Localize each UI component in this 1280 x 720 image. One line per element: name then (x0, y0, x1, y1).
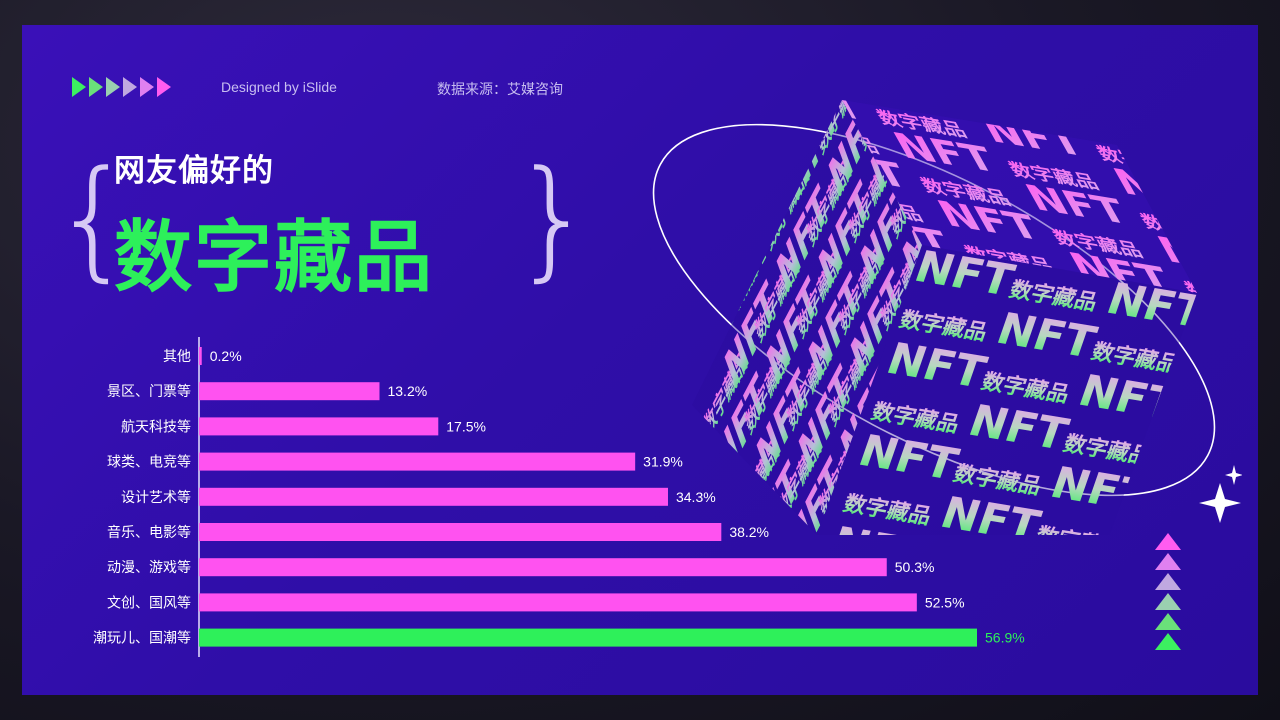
category-label: 球类、电竞等 (107, 454, 191, 471)
category-label: 航天科技等 (121, 418, 191, 435)
category-label: 文创、国风等 (107, 594, 191, 611)
arrow-icon (89, 77, 103, 97)
arrow-icon (72, 77, 86, 97)
triangle-icon (1155, 613, 1181, 630)
bar (199, 417, 439, 436)
category-label: 潮玩儿、国潮等 (93, 630, 191, 647)
right-brace: } (512, 142, 595, 294)
value-label: 34.3% (676, 489, 716, 505)
triangle-icon (1155, 553, 1181, 570)
triangle-icon (1155, 573, 1181, 590)
sparkle-icon (1225, 465, 1242, 485)
orbit-ring (652, 123, 1216, 497)
designer-credit: Designed by iSlide (221, 79, 337, 95)
arrow-icon (140, 77, 154, 97)
bar (199, 347, 202, 365)
header-arrows-decoration (72, 77, 171, 97)
bar-chart: 其他 0.2% 景区、门票等 13.2% 航天科技等 17.5% 球类、电竞等 31.9% 设计… (93, 337, 1025, 657)
triangle-icon (1155, 533, 1181, 550)
bar (199, 487, 668, 506)
bar (199, 628, 977, 647)
arrow-icon (106, 77, 120, 97)
value-label: 17.5% (446, 418, 486, 434)
value-label: 0.2% (210, 348, 242, 364)
sparkle-icon (1199, 483, 1241, 523)
category-label: 音乐、电影等 (107, 524, 191, 541)
category-label: 设计艺术等 (121, 489, 191, 506)
value-label: 50.3% (895, 559, 935, 575)
left-brace: { (52, 142, 135, 294)
triangle-icon (1155, 593, 1181, 610)
title-line-1: 网友偏好的 (114, 153, 274, 189)
value-label: 13.2% (387, 383, 427, 399)
arrow-icon (123, 77, 137, 97)
category-label: 其他 (163, 349, 191, 365)
side-triangles-decoration (1155, 533, 1181, 650)
value-label: 31.9% (643, 454, 683, 470)
value-label: 56.9% (985, 630, 1025, 646)
title-line-2: 数字藏品 (114, 213, 435, 303)
value-label: 52.5% (925, 594, 965, 610)
bar (199, 593, 917, 612)
bar (199, 558, 887, 577)
value-label: 38.2% (729, 524, 769, 540)
triangle-icon (1155, 633, 1181, 650)
arrow-icon (157, 77, 171, 97)
category-label: 景区、门票等 (107, 383, 191, 400)
bar (199, 452, 636, 471)
category-label: 动漫、游戏等 (107, 559, 191, 576)
bar (199, 523, 722, 541)
slide-canvas: Designed by iSlide 数据来源：艾媒咨询 { } 网友偏好的 数… (22, 25, 1258, 695)
data-source: 数据来源：艾媒咨询 (437, 82, 563, 98)
bar (199, 382, 380, 401)
